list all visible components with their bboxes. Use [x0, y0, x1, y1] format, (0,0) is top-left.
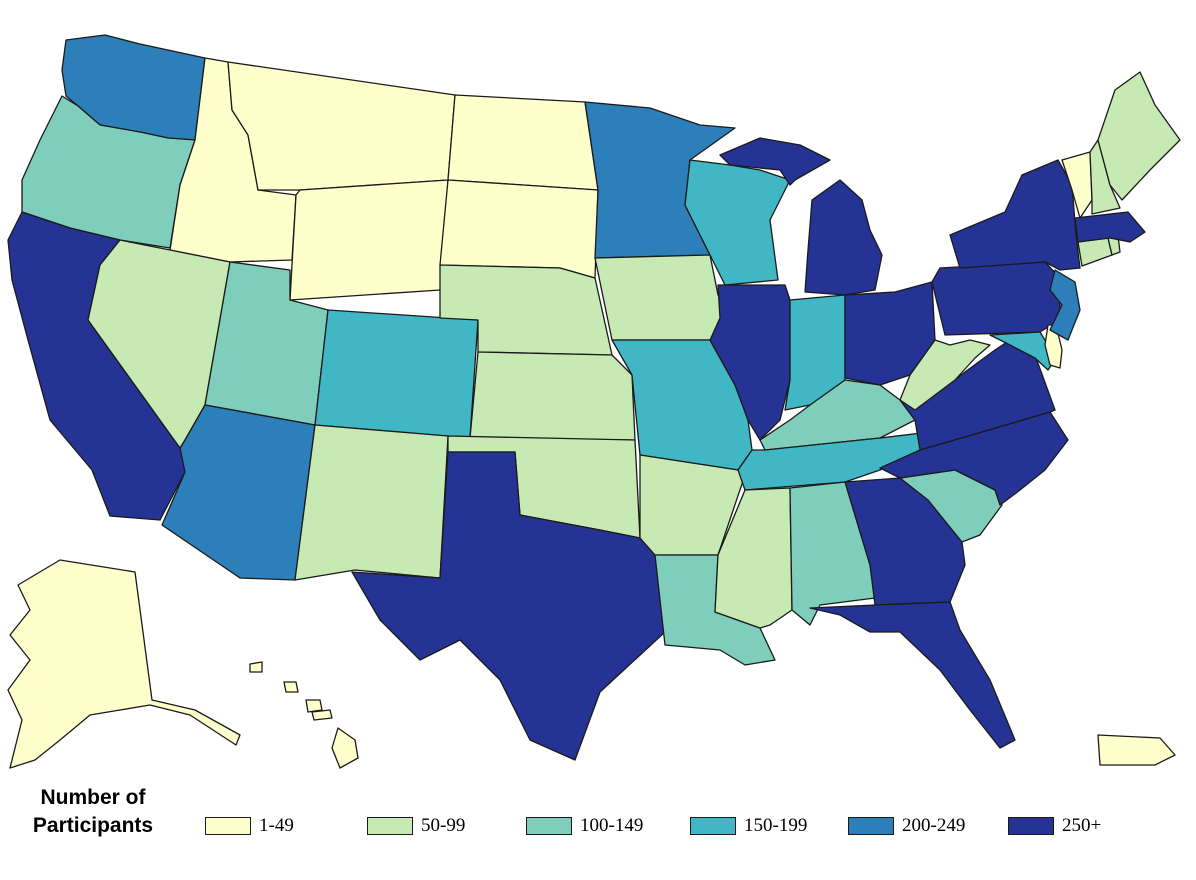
- state-AK: [7, 559, 241, 769]
- state-KS: [469, 351, 636, 441]
- legend-title: Number of Participants: [32, 786, 154, 837]
- state-IA: [594, 254, 736, 341]
- state-NM: [294, 424, 449, 581]
- state-MT: [227, 61, 456, 191]
- state-MI2: [804, 179, 883, 296]
- legend-label: 250+: [1062, 815, 1102, 836]
- state-WV: [899, 339, 991, 411]
- state-ME: [1097, 71, 1181, 201]
- state-VT: [1061, 151, 1093, 219]
- state-CT: [1077, 237, 1113, 267]
- legend-item: 150-199: [690, 815, 807, 837]
- legend-item: 100-149: [526, 815, 643, 837]
- legend-label: 50-99: [421, 815, 466, 836]
- legend-item: 250+: [1008, 815, 1101, 837]
- legend-item: 50-99: [367, 815, 465, 837]
- legend-label: 200-249: [902, 815, 966, 836]
- state-HI-3: [305, 699, 323, 713]
- state-NY: [949, 159, 1081, 271]
- state-SD: [439, 179, 599, 279]
- state-HI-5: [331, 727, 359, 769]
- legend-swatch: [205, 817, 251, 835]
- state-ND: [447, 94, 599, 191]
- state-CO: [314, 309, 479, 439]
- states-layer: [7, 34, 1181, 769]
- legend-swatch: [848, 817, 894, 835]
- legend-label: 100-149: [580, 815, 644, 836]
- legend-item: 1-49: [205, 815, 294, 837]
- legend-label: 150-199: [744, 815, 808, 836]
- state-HI-1: [249, 661, 263, 673]
- state-HI-2: [283, 681, 299, 693]
- legend-swatch: [1008, 817, 1054, 835]
- legend-swatch: [690, 817, 736, 835]
- legend-swatch: [367, 817, 413, 835]
- state-WY: [289, 179, 449, 301]
- state-PA: [931, 261, 1061, 336]
- legend-label: 1-49: [259, 815, 294, 836]
- state-NJ: [1049, 269, 1081, 341]
- legend-swatch: [526, 817, 572, 835]
- state-PR: [1097, 734, 1176, 766]
- state-HI-4: [311, 709, 333, 721]
- legend-item: 200-249: [848, 815, 965, 837]
- state-TX: [351, 451, 666, 761]
- state-FL: [809, 601, 1016, 749]
- state-WI: [684, 159, 791, 286]
- state-MA: [1074, 211, 1146, 243]
- state-MI: [719, 137, 831, 186]
